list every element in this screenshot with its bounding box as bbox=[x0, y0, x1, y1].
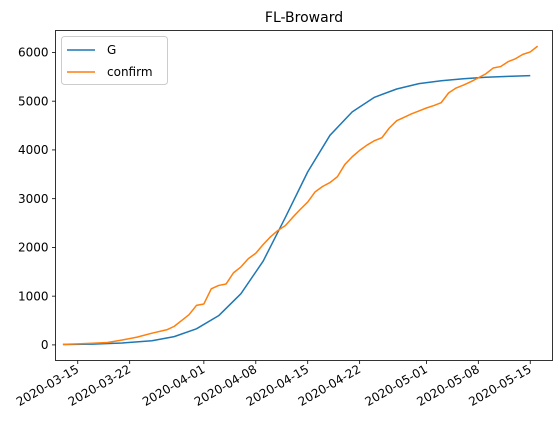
series-layer bbox=[62, 45, 539, 346]
y-tick-label: 4000 bbox=[18, 143, 49, 157]
y-axis: 0 1000 2000 3000 4000 5000 6000 bbox=[18, 46, 56, 352]
chart-title: FL-Broward bbox=[265, 10, 343, 26]
legend: G confirm bbox=[61, 36, 168, 85]
y-tick-label: 2000 bbox=[18, 241, 49, 255]
plot-frame bbox=[55, 30, 553, 361]
y-tick-label: 6000 bbox=[18, 46, 49, 60]
y-tick-label: 1000 bbox=[18, 289, 49, 303]
y-tick-label: 5000 bbox=[18, 94, 49, 108]
series-line-confirm bbox=[62, 45, 539, 346]
series-line-g bbox=[62, 74, 531, 346]
y-tick-label: 0 bbox=[41, 338, 49, 352]
legend-label-g: G bbox=[107, 43, 116, 57]
y-tick-label: 3000 bbox=[18, 192, 49, 206]
legend-label-confirm: confirm bbox=[107, 65, 153, 79]
